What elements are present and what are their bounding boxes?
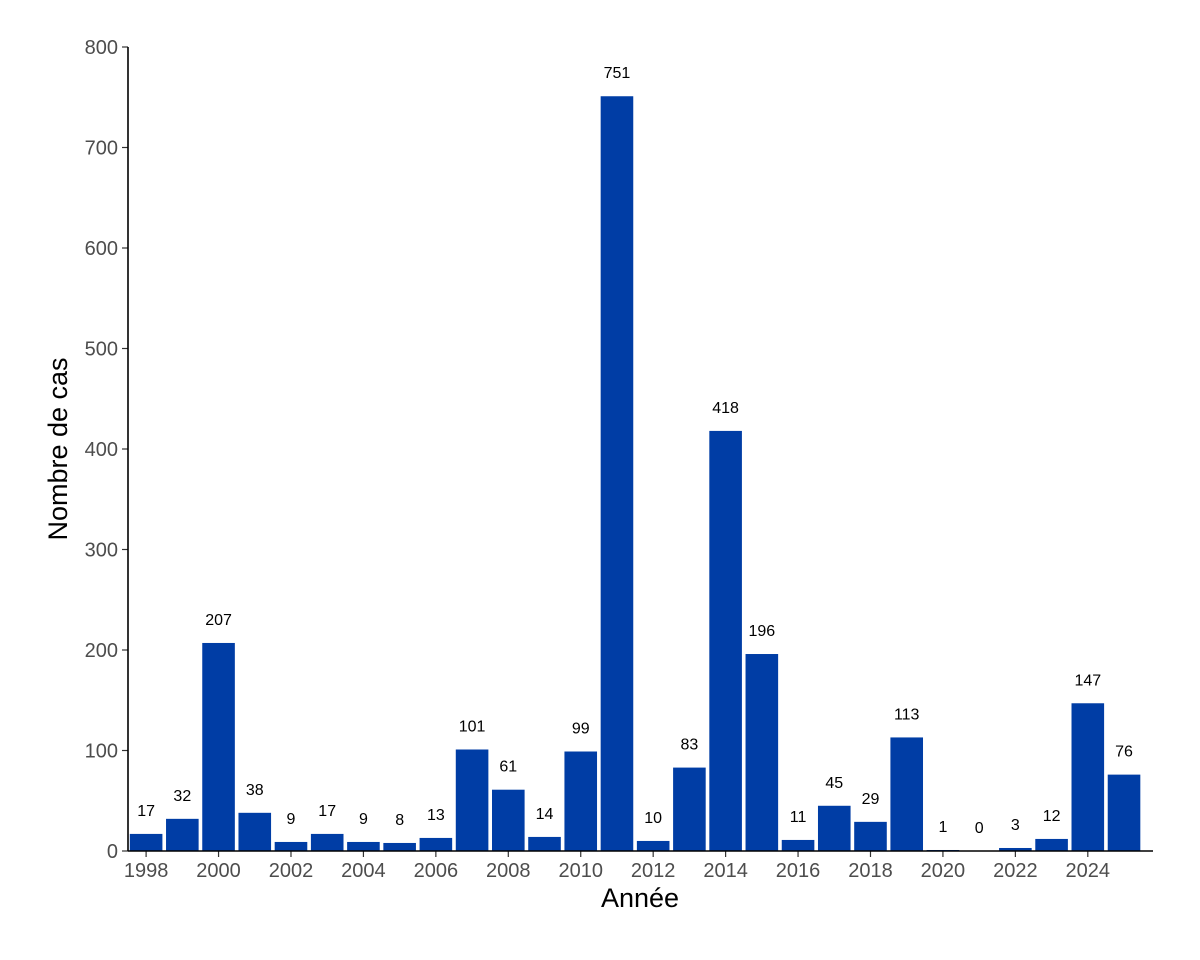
- bar: [528, 836, 561, 851]
- bar-value-label: 29: [862, 791, 880, 808]
- bar-value-label: 17: [137, 803, 155, 820]
- x-tick-label: 2022: [993, 860, 1038, 882]
- y-tick-label: 100: [85, 741, 118, 763]
- bar-value-label: 38: [246, 782, 264, 799]
- x-tick-label: 2006: [414, 860, 459, 882]
- bar: [383, 842, 416, 851]
- bar: [310, 833, 344, 851]
- bar: [636, 840, 670, 851]
- bar-value-label: 418: [712, 400, 739, 417]
- bar-value-label: 147: [1074, 672, 1101, 689]
- y-axis-ticks: 0 100 200 300 400 500 600 700 800: [85, 37, 128, 863]
- y-tick-label: 600: [85, 238, 118, 260]
- bar-value-label: 101: [459, 718, 486, 735]
- bar-value-label: 14: [536, 806, 554, 823]
- bar: [709, 430, 742, 851]
- bar-value-label: 13: [427, 807, 445, 824]
- bar: [1035, 838, 1068, 851]
- bar: [1107, 774, 1141, 851]
- bar: [166, 818, 199, 851]
- y-tick-label: 400: [85, 439, 118, 461]
- x-tick-label: 2020: [921, 860, 966, 882]
- bar-series: [129, 96, 1141, 852]
- bar: [854, 821, 887, 851]
- bar: [492, 789, 525, 851]
- bar: [817, 805, 851, 851]
- y-tick-label: 200: [85, 640, 118, 662]
- bar: [745, 654, 779, 851]
- bar: [455, 749, 489, 851]
- bar: [890, 737, 924, 851]
- y-tick-label: 300: [85, 540, 118, 562]
- bar-value-label: 113: [894, 706, 920, 723]
- bar-value-label: 17: [318, 803, 336, 820]
- bar: [419, 837, 453, 851]
- x-tick-label: 2012: [631, 860, 676, 882]
- bar: [274, 841, 308, 851]
- bar-value-label: 3: [1011, 817, 1020, 834]
- bar: [202, 642, 235, 851]
- bar: [999, 847, 1032, 851]
- y-tick-label: 800: [85, 37, 118, 59]
- bar: [564, 751, 598, 851]
- x-tick-label: 2016: [776, 860, 821, 882]
- x-tick-label: 2008: [486, 860, 531, 882]
- x-tick-label: 2002: [269, 860, 314, 882]
- bar-value-label: 76: [1115, 744, 1133, 761]
- bar: [781, 839, 815, 851]
- bar: [129, 833, 163, 851]
- bar: [600, 96, 634, 852]
- y-tick-label: 500: [85, 339, 118, 361]
- y-axis-title: Nombre de cas: [43, 357, 73, 540]
- bar: [1071, 703, 1105, 851]
- bar-value-label: 207: [205, 612, 232, 629]
- x-tick-label: 1998: [124, 860, 169, 882]
- bar-value-label: 8: [395, 812, 404, 829]
- x-tick-label: 2000: [196, 860, 241, 882]
- x-axis-title: Année: [601, 883, 679, 913]
- bar-value-label: 196: [748, 623, 775, 640]
- bar-value-label: 45: [825, 775, 843, 792]
- x-tick-label: 2018: [848, 860, 893, 882]
- bar-value-label: 9: [359, 811, 368, 828]
- bar: [673, 767, 706, 851]
- bar: [347, 841, 380, 851]
- bar-value-label: 83: [680, 737, 698, 754]
- bar-value-label: 11: [790, 809, 807, 826]
- bar-value-label: 10: [644, 810, 662, 827]
- x-tick-label: 2004: [341, 860, 386, 882]
- bar: [238, 812, 272, 851]
- bar-value-label: 9: [287, 811, 296, 828]
- x-tick-label: 2024: [1066, 860, 1111, 882]
- bar-value-label: 32: [173, 788, 191, 805]
- bar-value-label: 751: [604, 65, 631, 82]
- bar-value-label: 61: [499, 759, 517, 776]
- bar-value-label: 1: [938, 819, 947, 836]
- y-tick-label: 700: [85, 138, 118, 160]
- bar-value-label: 99: [572, 721, 590, 738]
- bar-value-label: 0: [975, 820, 984, 837]
- y-tick-label: 0: [107, 841, 118, 863]
- bar-value-label: 12: [1043, 808, 1061, 825]
- x-axis-ticks: 1998 2000 2002 2004 2006 2008 2010 2012 2014 2016…: [124, 851, 1110, 882]
- x-tick-label: 2010: [558, 860, 603, 882]
- x-tick-label: 2014: [703, 860, 748, 882]
